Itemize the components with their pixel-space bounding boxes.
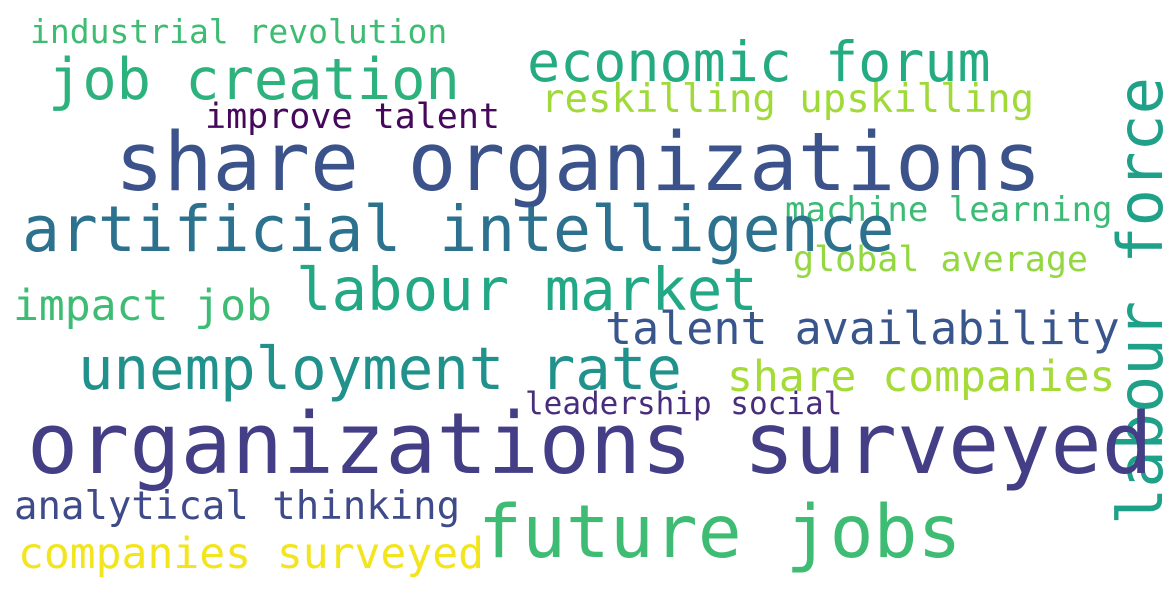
word-analytical-thinking: analytical thinking	[14, 484, 461, 529]
word-reskilling-upskilling: reskilling upskilling	[541, 77, 1035, 122]
word-global-average: global average	[793, 240, 1089, 280]
word-impact-job: impact job	[13, 281, 272, 331]
word-leadership-social: leadership social	[525, 386, 843, 422]
word-future-jobs: future jobs	[478, 490, 962, 575]
word-share-organizations: share organizations	[115, 116, 1042, 210]
word-organizations-surveyed: organizations surveyed	[27, 395, 1153, 494]
word-job-creation: job creation	[48, 47, 460, 113]
word-machine-learning: machine learning	[785, 190, 1113, 230]
word-improve-talent: improve talent	[205, 97, 501, 137]
word-economic-forum: economic forum	[527, 30, 991, 94]
word-talent-availability: talent availability	[605, 302, 1120, 355]
word-industrial-revolution: industrial revolution	[30, 12, 448, 51]
word-share-companies: share companies	[727, 352, 1116, 402]
word-artificial-intelligence: artificial intelligence	[22, 193, 895, 266]
word-unemployment-rate: unemployment rate	[78, 334, 682, 403]
word-labour-market: labour market	[296, 255, 758, 324]
word-companies-surveyed: companies surveyed	[18, 529, 484, 579]
